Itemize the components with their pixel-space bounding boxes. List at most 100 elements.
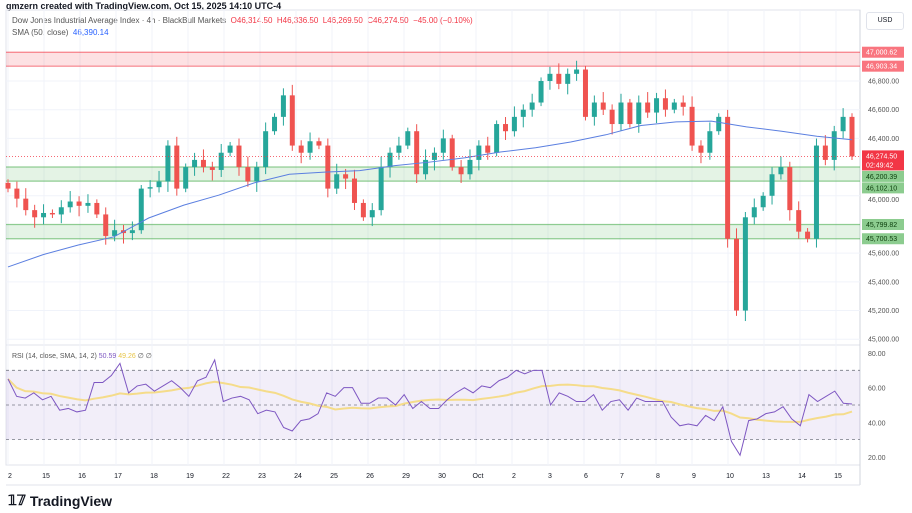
- chart-credit: gmzern created with TradingView.com, Oct…: [6, 1, 282, 11]
- x-tick-label: 23: [258, 473, 266, 480]
- candle-body: [218, 152, 224, 170]
- y-tick-label: 45,200.00: [868, 308, 899, 315]
- candle-body: [680, 102, 686, 107]
- y-tick-label: 46,600.00: [868, 107, 899, 114]
- bar-countdown: 02:49:42: [866, 162, 893, 169]
- y-tick-label: 46,400.00: [868, 136, 899, 143]
- candle-body: [32, 210, 38, 218]
- candle-body: [565, 73, 571, 84]
- ohlc-open: O46,314.50: [230, 16, 273, 25]
- candle-body: [343, 174, 349, 179]
- candle-body: [387, 152, 393, 168]
- support-zone: [6, 224, 860, 239]
- y-tick-label: 45,600.00: [868, 251, 899, 258]
- support-price-label-bg: [862, 218, 904, 230]
- candle-body: [716, 116, 722, 132]
- x-tick-label: 7: [620, 473, 624, 480]
- candle-body: [529, 102, 535, 110]
- x-tick-label: 29: [402, 473, 410, 480]
- candle-body: [547, 73, 553, 81]
- sma-value: 46,390.14: [72, 28, 109, 37]
- candle-body: [671, 102, 677, 110]
- candle-body: [41, 212, 47, 218]
- ohlc-low: L46,269.50: [322, 16, 363, 25]
- ohlc-close: C46,274.50: [367, 16, 409, 25]
- candle-body: [734, 238, 740, 311]
- candle-body: [192, 159, 198, 168]
- candle-body: [334, 174, 340, 189]
- x-tick-label: 2: [512, 473, 516, 480]
- candle-body: [574, 69, 580, 74]
- candle-body: [85, 202, 91, 206]
- candle-body: [440, 138, 446, 153]
- candle-body: [627, 102, 633, 125]
- x-tick-label: 22: [222, 473, 230, 480]
- x-tick-label: 9: [692, 473, 696, 480]
- resistance-price-label: 47,000.62: [866, 50, 897, 57]
- x-tick-label: 24: [294, 473, 302, 480]
- x-tick-label: 25: [330, 473, 338, 480]
- candle-body: [272, 116, 278, 132]
- price-chart[interactable]: 2 15 16 17 18 19 22 23 24 25 26 29 30 Oct 2 3 6 7 8 9 10 13 14…: [0, 0, 912, 490]
- candle-body: [760, 195, 766, 208]
- resistance-price-label-bg: [862, 60, 904, 72]
- rsi-tick-label: 40.00: [868, 420, 886, 427]
- x-tick-label: 26: [366, 473, 374, 480]
- symbol-title[interactable]: Dow Jones Industrial Average Index · 4h …: [12, 16, 227, 25]
- candle-body: [520, 109, 526, 117]
- support-price-label: 46,102.10: [866, 185, 897, 192]
- tradingview-logo-icon: 𝟙𝟟: [8, 492, 26, 508]
- candle-body: [742, 217, 748, 311]
- candle-body: [813, 145, 819, 239]
- candle-body: [654, 98, 660, 113]
- candle-body: [369, 210, 375, 218]
- sma-50-line: [7, 120, 853, 268]
- candle-body: [476, 145, 482, 160]
- x-tick-label: 13: [762, 473, 770, 480]
- candle-body: [787, 167, 793, 211]
- resistance-zone: [6, 52, 860, 67]
- candle-body: [609, 109, 615, 125]
- candle-body: [254, 167, 260, 182]
- tradingview-logo[interactable]: 𝟙𝟟 TradingView: [8, 492, 112, 509]
- candle-body: [618, 102, 624, 125]
- candle-body: [289, 95, 295, 146]
- candle-body: [538, 81, 544, 103]
- candle-body: [698, 145, 704, 153]
- candle-body: [263, 131, 269, 168]
- rsi-label[interactable]: RSI (14, close, SMA, 14, 2): [12, 353, 97, 360]
- sma-label[interactable]: SMA (50, close): [12, 28, 69, 37]
- candle-body: [316, 141, 322, 146]
- x-tick-label: 14: [798, 473, 806, 480]
- candle-body: [360, 202, 366, 218]
- candle-body: [103, 214, 109, 236]
- candle-body: [112, 230, 118, 236]
- candle-body: [494, 124, 500, 153]
- rsi-value: 50.59: [98, 353, 117, 360]
- x-tick-label: 8: [656, 473, 660, 480]
- rsi-extra: ∅ ∅: [137, 353, 152, 360]
- candle-body: [58, 207, 64, 215]
- candle-body: [298, 145, 304, 153]
- support-price-label-bg: [862, 182, 904, 194]
- candle-body: [147, 187, 153, 189]
- candle-body: [822, 145, 828, 160]
- candle-body: [796, 210, 802, 232]
- candle-body: [165, 145, 171, 182]
- candle-body: [707, 131, 713, 153]
- support-zone: [6, 167, 860, 182]
- rsi-tick-label: 80.00: [868, 351, 886, 358]
- candle-body: [636, 102, 642, 125]
- x-tick-label: 19: [186, 473, 194, 480]
- x-tick-label: 6: [584, 473, 588, 480]
- y-tick-label: 45,400.00: [868, 279, 899, 286]
- candle-body: [94, 202, 100, 215]
- x-tick-label: 18: [150, 473, 158, 480]
- candle-body: [280, 95, 286, 117]
- candle-body: [831, 131, 837, 160]
- candle-body: [556, 73, 562, 84]
- currency-button[interactable]: USD: [866, 12, 904, 30]
- support-price-label-bg: [862, 233, 904, 245]
- candle-body: [307, 141, 313, 153]
- candle-body: [662, 98, 668, 110]
